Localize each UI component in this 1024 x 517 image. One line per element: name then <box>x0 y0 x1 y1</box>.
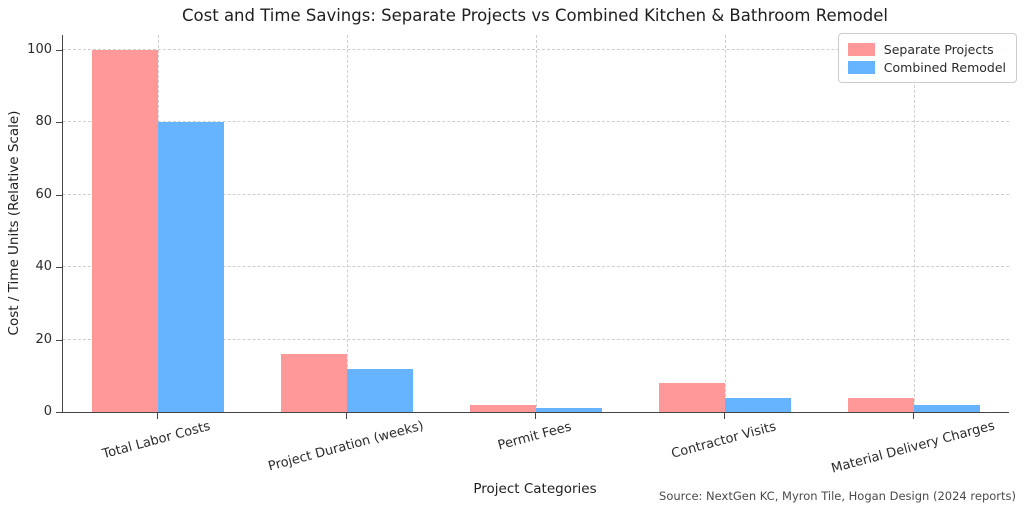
bar-combined-remodel <box>536 408 602 412</box>
y-tick-label: 80 <box>35 114 52 129</box>
x-tick-label: Material Delivery Charges <box>830 418 997 478</box>
bar-separate-projects <box>659 383 726 412</box>
gridline-vertical <box>725 35 727 412</box>
legend: Separate Projects Combined Remodel <box>837 33 1017 83</box>
bar-separate-projects <box>848 397 915 412</box>
bar-combined-remodel <box>725 397 792 412</box>
gridline-vertical <box>914 35 916 412</box>
x-tick-mark <box>535 413 536 419</box>
bar-separate-projects <box>91 49 158 412</box>
bar-separate-projects <box>280 354 347 412</box>
x-tick-label: Permit Fees <box>496 419 574 454</box>
y-tick-mark <box>56 339 62 341</box>
y-tick-mark <box>56 412 62 413</box>
y-axis-title: Cost / Time Units (Relative Scale) <box>6 110 22 336</box>
x-tick-mark <box>913 413 915 419</box>
y-tick-label: 0 <box>43 404 52 419</box>
x-tick-mark <box>345 413 347 419</box>
y-tick-mark <box>56 194 62 196</box>
bar-combined-remodel <box>346 368 413 412</box>
chart-title: Cost and Time Savings: Separate Projects… <box>182 6 888 25</box>
y-tick-mark <box>56 267 62 268</box>
legend-label: Separate Projects <box>883 41 994 57</box>
bar-separate-projects <box>470 404 536 412</box>
legend-label: Combined Remodel <box>883 59 1006 75</box>
y-tick-label: 40 <box>35 259 52 274</box>
bar-combined-remodel <box>157 122 224 412</box>
y-tick-label: 100 <box>27 41 52 57</box>
x-tick-mark <box>156 413 158 419</box>
x-tick-label: Contractor Visits <box>669 419 778 462</box>
bar-combined-remodel <box>914 404 981 412</box>
legend-swatch <box>847 42 875 56</box>
y-tick-mark <box>56 122 62 123</box>
gridline-vertical <box>536 35 537 412</box>
y-tick-label: 60 <box>35 186 52 202</box>
y-tick-mark <box>56 49 62 51</box>
legend-item: Combined Remodel <box>847 58 1006 76</box>
source-note: Source: NextGen KC, Myron Tile, Hogan De… <box>659 489 1016 503</box>
plot-area <box>62 35 1009 413</box>
gridline-vertical <box>346 35 348 412</box>
x-tick-label: Project Duration (weeks) <box>266 418 426 475</box>
x-tick-label: Total Labor Costs <box>100 418 213 463</box>
legend-swatch <box>847 60 875 74</box>
x-axis-title: Project Categories <box>473 481 597 497</box>
legend-item: Separate Projects <box>847 40 1006 58</box>
x-tick-mark <box>724 413 726 419</box>
y-tick-label: 20 <box>35 331 52 347</box>
